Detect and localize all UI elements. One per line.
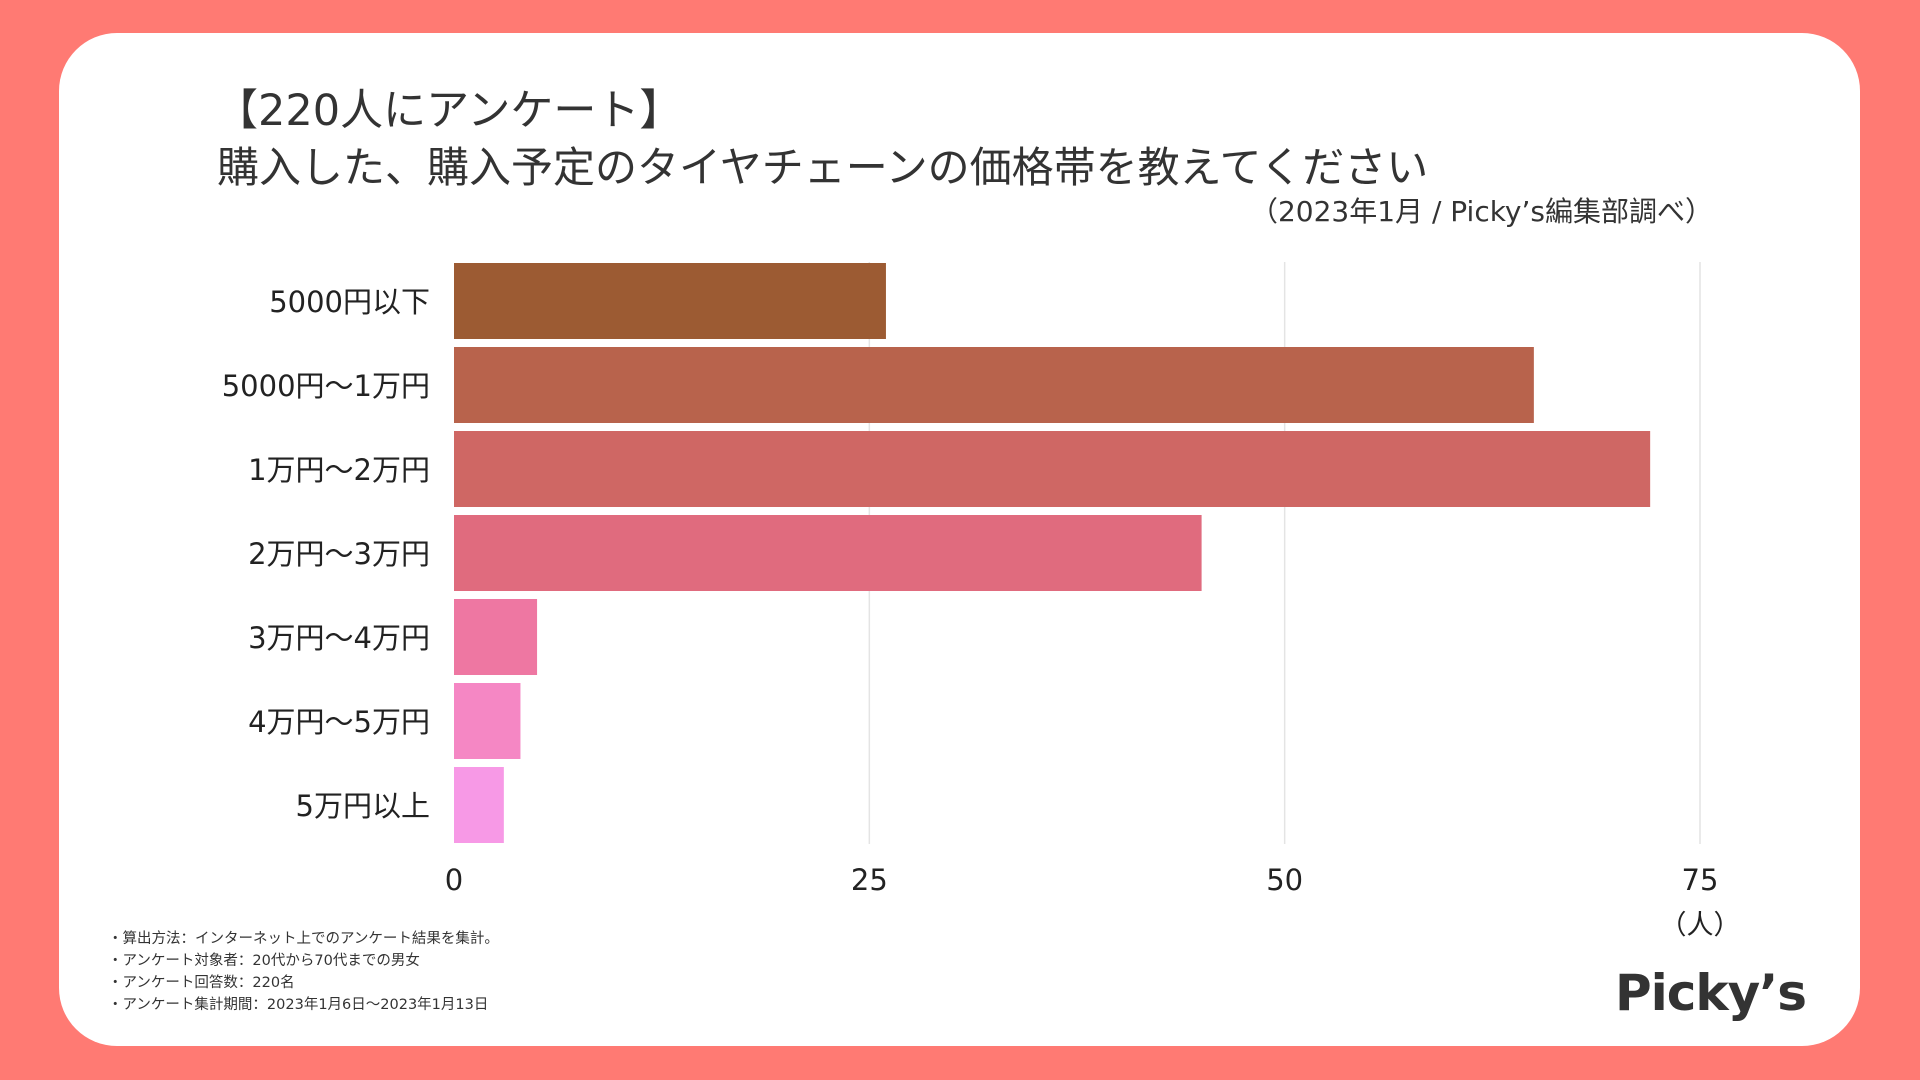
note-method: ・算出方法：インターネット上でのアンケート結果を集計。: [108, 931, 499, 947]
category-label-5: 3万円〜4万円: [248, 621, 430, 655]
bar-6: [454, 683, 521, 759]
source-note: （2023年1月 / Picky’s編集部調べ）: [1249, 195, 1713, 228]
chart-title-line1: 【220人にアンケート】: [215, 86, 683, 136]
x-tick-label-25: 25: [851, 863, 888, 897]
picky-s-logo: Picky’s: [1615, 964, 1807, 1022]
x-tick-label-75: 75: [1682, 863, 1719, 897]
note-count: ・アンケート回答数：220名: [108, 975, 295, 991]
survey-notes: ・算出方法：インターネット上でのアンケート結果を集計。 ・アンケート対象者：20…: [108, 928, 499, 1016]
category-label-6: 4万円〜5万円: [248, 705, 430, 739]
bar-5: [454, 599, 538, 675]
bar-3: [454, 431, 1651, 507]
x-tick-label-50: 50: [1266, 863, 1303, 897]
chart-title: 購入した、購入予定のタイヤチェーンの価格帯を教えてください: [217, 143, 1429, 192]
x-tick-label-0: 0: [445, 863, 463, 897]
bar-2: [454, 347, 1534, 423]
category-label-2: 5000円〜1万円: [222, 369, 430, 403]
category-label-4: 2万円〜3万円: [248, 537, 430, 571]
bar-7: [454, 767, 504, 843]
category-label-1: 5000円以下: [269, 285, 430, 319]
category-label-7: 5万円以上: [296, 789, 430, 823]
note-period: ・アンケート集計期間：2023年1月6日〜2023年1月13日: [108, 997, 489, 1013]
bar-1: [454, 263, 886, 339]
category-label-3: 1万円〜2万円: [248, 453, 430, 487]
x-axis-unit-label: （人）: [1660, 910, 1741, 941]
bar-4: [454, 515, 1202, 591]
note-target: ・アンケート対象者：20代から70代までの男女: [108, 953, 420, 969]
